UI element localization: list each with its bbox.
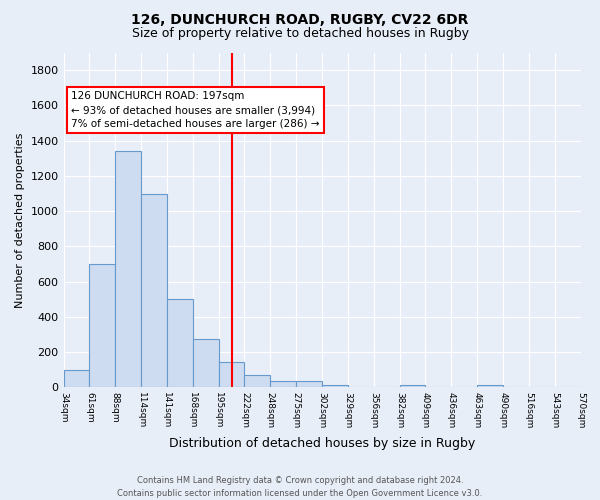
Bar	[244, 375, 271, 388]
Y-axis label: Number of detached properties: Number of detached properties	[15, 132, 25, 308]
Bar	[115, 151, 141, 388]
X-axis label: Distribution of detached houses by size in Rugby: Distribution of detached houses by size …	[169, 437, 475, 450]
Bar	[64, 370, 89, 388]
Bar	[348, 386, 374, 388]
Text: 126 DUNCHURCH ROAD: 197sqm
← 93% of detached houses are smaller (3,994)
7% of se: 126 DUNCHURCH ROAD: 197sqm ← 93% of deta…	[71, 92, 320, 130]
Bar	[271, 382, 296, 388]
Text: Size of property relative to detached houses in Rugby: Size of property relative to detached ho…	[131, 28, 469, 40]
Text: Contains HM Land Registry data © Crown copyright and database right 2024.
Contai: Contains HM Land Registry data © Crown c…	[118, 476, 482, 498]
Bar	[322, 385, 348, 388]
Bar	[374, 386, 400, 388]
Bar	[296, 382, 322, 388]
Bar	[167, 300, 193, 388]
Bar	[400, 385, 425, 388]
Bar	[141, 194, 167, 388]
Bar	[193, 339, 218, 388]
Bar	[89, 264, 115, 388]
Bar	[218, 362, 244, 388]
Bar	[425, 386, 451, 388]
Text: 126, DUNCHURCH ROAD, RUGBY, CV22 6DR: 126, DUNCHURCH ROAD, RUGBY, CV22 6DR	[131, 12, 469, 26]
Bar	[477, 385, 503, 388]
